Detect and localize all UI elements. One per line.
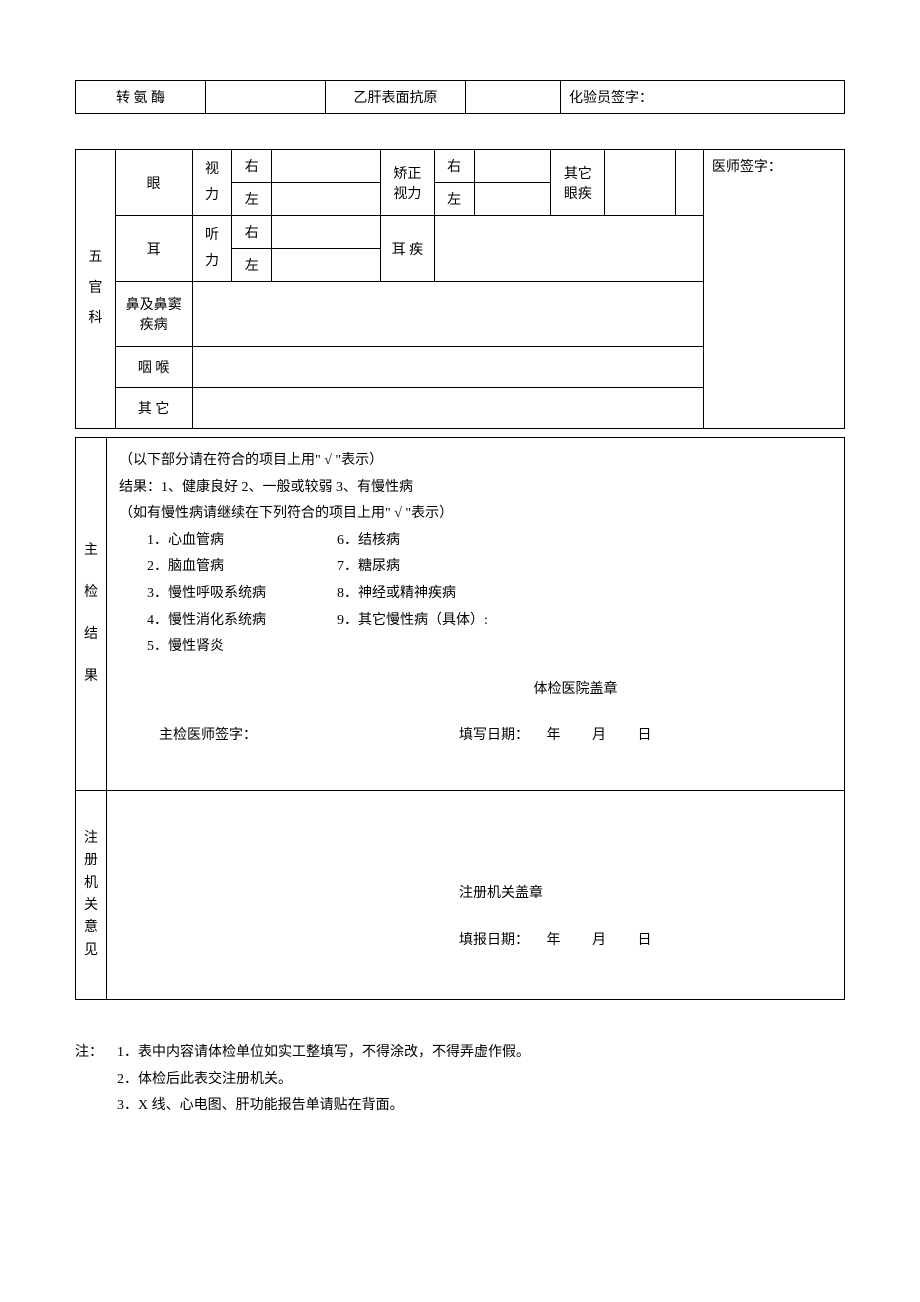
- day-unit: 日: [624, 723, 666, 750]
- disease-6: 6．结核病: [337, 528, 400, 555]
- hearing-right-label: 右: [232, 216, 272, 249]
- other-label: 其 它: [115, 388, 192, 429]
- notes-prefix: 注：: [75, 1040, 117, 1067]
- corrected-right-label: 右: [434, 150, 474, 183]
- hearing-left-value: [272, 249, 381, 282]
- doctor-signature-label: 医师签字：: [703, 150, 844, 429]
- conclusion-content: （以下部分请在符合的项目上用" √ "表示） 结果：1、健康良好 2、一般或较弱…: [107, 438, 845, 791]
- other-eye-label: 其它眼疾: [551, 150, 605, 216]
- vision-left-label: 左: [232, 183, 272, 216]
- conclusion-table: 主 检 结 果 （以下部分请在符合的项目上用" √ "表示） 结果：1、健康良好…: [75, 437, 845, 1000]
- throat-label: 咽 喉: [115, 347, 192, 388]
- vision-right-value: [272, 150, 381, 183]
- registration-stamp-label: 注册机关盖章: [119, 841, 832, 908]
- vision-left-value: [272, 183, 381, 216]
- lab-test-table: 转 氨 酶 乙肝表面抗原 化验员签字：: [75, 80, 845, 114]
- nose-value: [192, 282, 703, 347]
- transaminase-label: 转 氨 酶: [76, 81, 206, 114]
- disease-4: 4．慢性消化系统病: [147, 608, 337, 635]
- note-3: 3．X 线、心电图、肝功能报告单请贴在背面。: [75, 1093, 845, 1120]
- fill-date-label: 填写日期：: [459, 728, 529, 743]
- disease-8: 8．神经或精神疾病: [337, 581, 456, 608]
- nose-label: 鼻及鼻窦疾病: [115, 282, 192, 347]
- hbsag-value: [466, 81, 561, 114]
- disease-list: 1．心血管病6．结核病 2．脑血管病7．糖尿病 3．慢性呼吸系统病8．神经或精神…: [119, 528, 832, 661]
- corrected-left-label: 左: [434, 183, 474, 216]
- chief-doctor-sig-label: 主检医师签字：: [119, 723, 459, 750]
- disease-2: 2．脑血管病: [147, 554, 337, 581]
- other-value: [192, 388, 703, 429]
- lab-signature-label: 化验员签字：: [561, 81, 845, 114]
- note-2: 2．体检后此表交注册机关。: [75, 1067, 845, 1094]
- disease-1: 1．心血管病: [147, 528, 337, 555]
- instruction-2: 结果：1、健康良好 2、一般或较弱 3、有慢性病: [119, 475, 832, 502]
- month-unit: 月: [578, 723, 620, 750]
- fill-date-group: 填写日期： 年 月 日: [459, 723, 666, 750]
- throat-value: [192, 347, 703, 388]
- vision-right-label: 右: [232, 150, 272, 183]
- corrected-left-value: [474, 183, 551, 216]
- hearing-label: 听力: [192, 216, 232, 282]
- registration-section-label: 注 册 机 关 意 见: [76, 790, 107, 999]
- instruction-3: （如有慢性病请继续在下列符合的项目上用" √ "表示）: [119, 501, 832, 528]
- registration-date-group: 填报日期： 年 月 日: [119, 908, 832, 955]
- disease-3: 3．慢性呼吸系统病: [147, 581, 337, 608]
- other-eye-value: [605, 150, 675, 216]
- hospital-stamp-label: 体检医院盖章: [119, 661, 832, 704]
- disease-9: 9．其它慢性病（具体）:: [337, 608, 488, 635]
- vision-label: 视力: [192, 150, 232, 216]
- corrected-right-value: [474, 150, 551, 183]
- hearing-left-label: 左: [232, 249, 272, 282]
- disease-5: 5．慢性肾炎: [147, 634, 337, 661]
- disease-7: 7．糖尿病: [337, 554, 400, 581]
- instruction-1: （以下部分请在符合的项目上用" √ "表示）: [119, 448, 832, 475]
- report-date-label: 填报日期：: [459, 933, 529, 948]
- ear-label: 耳: [115, 216, 192, 282]
- eye-label: 眼: [115, 150, 192, 216]
- year-unit: 年: [533, 723, 575, 750]
- reg-day-unit: 日: [624, 928, 666, 955]
- ear-disease-value: [434, 216, 703, 282]
- registration-content: 注册机关盖章 填报日期： 年 月 日: [107, 790, 845, 999]
- ent-table: 五 官 科 眼 视力 右 矫正视力 右 其它眼疾 医师签字： 左 左 耳 听力 …: [75, 149, 845, 429]
- notes-section: 注： 1．表中内容请体检单位如实工整填写，不得涂改，不得弄虚作假。 2．体检后此…: [75, 1040, 845, 1120]
- reg-month-unit: 月: [578, 928, 620, 955]
- ear-disease-label: 耳 疾: [380, 216, 434, 282]
- hbsag-label: 乙肝表面抗原: [326, 81, 466, 114]
- reg-year-unit: 年: [533, 928, 575, 955]
- corrected-vision-label: 矫正视力: [380, 150, 434, 216]
- ent-section-label: 五 官 科: [76, 150, 116, 429]
- transaminase-value: [206, 81, 326, 114]
- ent-spacer: [675, 150, 703, 216]
- note-1: 1．表中内容请体检单位如实工整填写，不得涂改，不得弄虚作假。: [117, 1040, 530, 1067]
- hearing-right-value: [272, 216, 381, 249]
- conclusion-section-label: 主 检 结 果: [76, 438, 107, 791]
